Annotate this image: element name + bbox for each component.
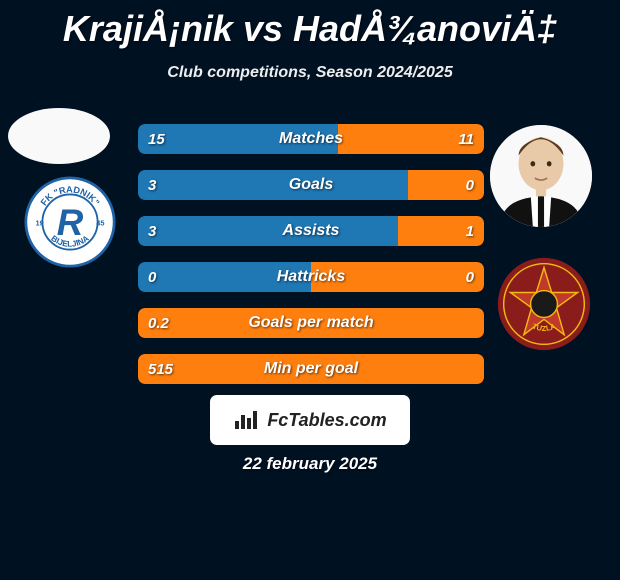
stat-bar-right xyxy=(398,216,485,246)
stat-bar-left xyxy=(138,308,484,338)
stat-bar-left xyxy=(138,216,398,246)
footer-date: 22 february 2025 xyxy=(0,454,620,474)
stat-bar-right xyxy=(338,124,484,154)
stat-row: Goals per match0.2 xyxy=(138,308,484,338)
badge-left-letter: R xyxy=(57,202,84,243)
stat-bar-left xyxy=(138,354,484,384)
stat-row: Hattricks00 xyxy=(138,262,484,292)
club-right-badge: TUZLA xyxy=(496,256,592,352)
club-left-badge: FK "RADNIK" BIJELJINA 19 45 R xyxy=(24,176,116,268)
badge-left-year-right: 45 xyxy=(96,219,104,228)
player-right-avatar xyxy=(490,125,592,227)
bars-icon xyxy=(233,409,261,431)
badge-left-year-left: 19 xyxy=(36,219,44,228)
stat-row: Matches1511 xyxy=(138,124,484,154)
stat-row: Assists31 xyxy=(138,216,484,246)
brand-box: FcTables.com xyxy=(210,395,410,445)
brand-text: FcTables.com xyxy=(267,410,386,431)
player-left-avatar xyxy=(8,108,110,164)
stat-bar-left xyxy=(138,262,311,292)
stat-bar-left xyxy=(138,124,338,154)
page-title: KrajiÅ¡nik vs HadÅ¾anoviÄ‡ xyxy=(0,0,620,50)
stat-row: Goals30 xyxy=(138,170,484,200)
stat-bar-right xyxy=(408,170,484,200)
stat-row: Min per goal515 xyxy=(138,354,484,384)
stat-bar-right xyxy=(311,262,484,292)
stat-bar-left xyxy=(138,170,408,200)
page-subtitle: Club competitions, Season 2024/2025 xyxy=(0,64,620,82)
stats-container: Matches1511 Goals30 Assists31 Hattricks00 Go… xyxy=(138,124,484,400)
